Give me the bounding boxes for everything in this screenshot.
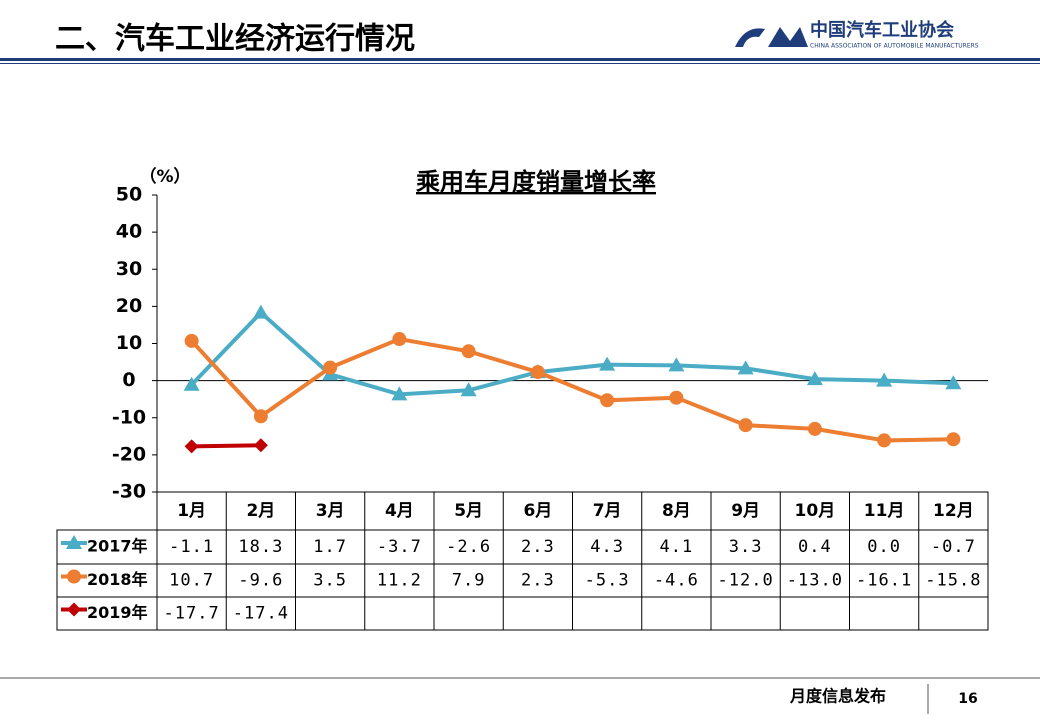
data-point: [669, 390, 684, 405]
table-value: 0.0: [867, 537, 901, 557]
table-value: -4.6: [654, 571, 699, 591]
y-tick-label: 20: [116, 295, 142, 317]
table-value: 7.9: [452, 571, 486, 591]
header-rule-thin: [0, 63, 1040, 64]
x-tick-label: 1月: [177, 501, 206, 521]
data-point: [876, 372, 893, 387]
y-unit: （%）: [139, 166, 190, 187]
data-point: [392, 332, 407, 347]
table-value: 4.1: [660, 537, 694, 557]
table-value: -13.0: [787, 571, 843, 591]
x-tick-label: 5月: [454, 501, 483, 521]
table-value: 11.2: [377, 571, 422, 591]
table-value: 2.3: [521, 537, 555, 557]
data-point: [253, 409, 268, 424]
logo-icon: [735, 27, 808, 47]
y-tick-label: -30: [112, 481, 146, 503]
data-point: [460, 382, 477, 397]
table-value: -1.1: [169, 537, 214, 557]
header-rule: [0, 58, 1040, 61]
data-point: [737, 360, 754, 375]
data-point: [877, 433, 892, 448]
data-point: [668, 357, 685, 372]
table-value: -9.6: [238, 571, 283, 591]
x-tick-label: 3月: [316, 501, 345, 521]
data-point: [184, 333, 199, 348]
table-value: -17.4: [233, 604, 289, 624]
y-tick-label: -10: [112, 406, 146, 428]
table-value: 3.5: [313, 571, 347, 591]
data-point: [946, 432, 961, 447]
table-value: -5.3: [585, 571, 630, 591]
table-value: -16.1: [856, 571, 912, 591]
y-tick-label: 30: [116, 258, 142, 280]
chart-title: 乘用车月度销量增长率: [415, 168, 656, 196]
data-point: [530, 365, 545, 380]
data-point: [738, 418, 753, 433]
x-tick-label: 10月: [795, 501, 836, 521]
series-line: [190, 336, 954, 443]
data-point: [599, 356, 616, 371]
x-tick-label: 6月: [523, 501, 552, 521]
table-value: 4.3: [590, 537, 624, 557]
series-line: [190, 309, 954, 397]
x-tick-label: 7月: [593, 501, 622, 521]
x-tick-label: 8月: [662, 501, 691, 521]
table-value: 3.3: [729, 537, 763, 557]
table-value: 0.4: [798, 537, 832, 557]
page-number: 16: [958, 691, 977, 707]
legend-marker: [67, 602, 81, 617]
table-value: -0.7: [931, 537, 976, 557]
legend-marker: [66, 535, 82, 549]
table-value: -2.6: [446, 537, 491, 557]
x-tick-label: 4月: [385, 501, 414, 521]
x-tick-label: 11月: [864, 501, 905, 521]
table-border: [56, 529, 989, 631]
y-tick-label: 40: [116, 221, 142, 243]
x-tick-label: 12月: [933, 501, 974, 521]
slide-title: 二、汽车工业经济运行情况: [55, 22, 415, 57]
table-value: 18.3: [238, 537, 283, 557]
table-value: -3.7: [377, 537, 422, 557]
legend-label: 2018年: [87, 570, 148, 589]
x-tick-label: 9月: [731, 501, 760, 521]
table-value: 1.7: [313, 537, 347, 557]
y-tick-label: 0: [122, 369, 135, 391]
logo-subtext: CHINA ASSOCIATION OF AUTOMOBILE MANUFACT…: [810, 43, 979, 50]
data-point: [323, 360, 338, 375]
y-tick-label: -20: [112, 443, 146, 465]
data-point: [945, 375, 962, 390]
table-value: -17.7: [164, 604, 220, 624]
data-point: [600, 393, 615, 408]
series-line: [191, 443, 261, 449]
data-point: [461, 344, 476, 359]
data-point: [252, 304, 269, 319]
y-tick-label: 50: [116, 184, 142, 206]
data-point: [806, 371, 823, 386]
table-value: 10.7: [169, 571, 214, 591]
data-point: [807, 421, 822, 436]
data-point: [183, 376, 200, 391]
data-point: [391, 386, 408, 401]
data-point: [253, 438, 268, 453]
x-tick-label: 2月: [246, 501, 275, 521]
legend-label: 2017年: [87, 537, 148, 556]
y-tick-label: 10: [116, 332, 142, 354]
legend-marker: [67, 569, 81, 584]
table-value: 2.3: [521, 571, 555, 591]
legend-label: 2019年: [87, 603, 148, 622]
data-point: [184, 439, 199, 454]
table-value: -12.0: [718, 571, 774, 591]
table-value: -15.8: [925, 571, 981, 591]
logo-text: 中国汽车工业协会: [810, 19, 954, 41]
footer-text: 月度信息发布: [789, 687, 886, 706]
